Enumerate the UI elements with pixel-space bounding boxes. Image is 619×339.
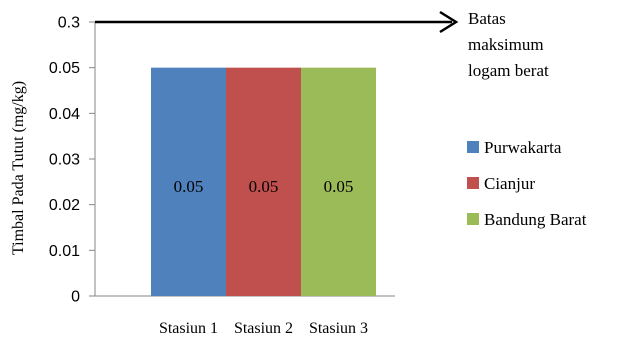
- legend-swatch: [467, 177, 479, 189]
- data-label: 0.05: [174, 177, 204, 196]
- x-tick-label: Stasiun 1: [159, 320, 218, 337]
- threshold-label-line: maksimum: [468, 35, 544, 54]
- y-tick-label: 0: [71, 289, 80, 306]
- legend-swatch: [467, 213, 479, 225]
- y-tick-label: 0.05: [49, 60, 80, 77]
- arrow-head-icon: [439, 10, 459, 34]
- legend-label: Purwakarta: [484, 138, 562, 157]
- bar: [301, 67, 376, 297]
- legend-label: Bandung Barat: [484, 210, 587, 229]
- data-label: 0.05: [324, 177, 354, 196]
- legend-label: Cianjur: [484, 174, 535, 193]
- bar: [226, 67, 301, 297]
- y-tick-label: 0.3: [58, 15, 80, 32]
- y-axis-title: Timbal Pada Tutut (mg/kg): [10, 81, 27, 255]
- x-tick-label: Stasiun 3: [309, 320, 368, 337]
- legend: Purwakarta Cianjur Bandung Barat: [467, 138, 587, 229]
- x-axis: Stasiun 1 Stasiun 2 Stasiun 3: [95, 295, 395, 337]
- threshold-label-line: logam berat: [468, 61, 549, 80]
- y-tick-label: 0.01: [49, 243, 80, 260]
- y-tick-label: 0.03: [49, 152, 80, 169]
- y-tick-label: 0.04: [49, 106, 80, 123]
- legend-swatch: [467, 141, 479, 153]
- data-label: 0.05: [249, 177, 279, 196]
- x-tick-label: Stasiun 2: [234, 320, 293, 337]
- threshold-arrow: Batas maksimum logam berat: [95, 9, 549, 80]
- y-axis: 0 0.01 0.02 0.03 0.04 0.05 0.3: [49, 15, 96, 306]
- bar: [151, 67, 226, 297]
- bars: 0.05 0.05 0.05: [151, 67, 376, 297]
- threshold-label-line: Batas: [468, 9, 506, 28]
- y-tick-label: 0.02: [49, 197, 80, 214]
